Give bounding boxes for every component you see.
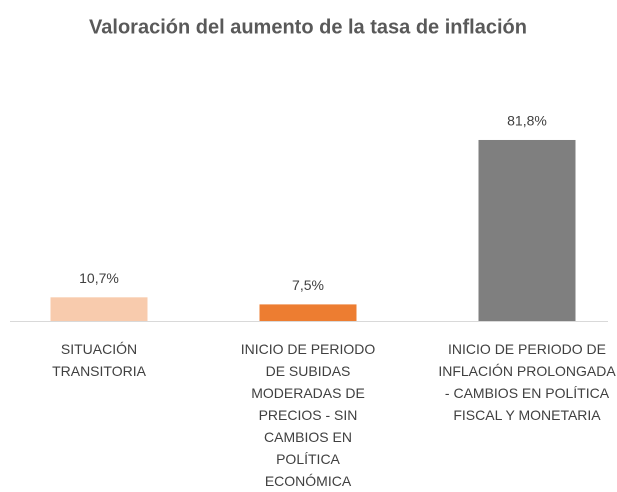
chart-title: Valoración del aumento de la tasa de inf…: [89, 16, 527, 38]
value-label: 10,7%: [79, 270, 119, 286]
bar: [478, 139, 576, 321]
bar: [50, 297, 148, 321]
bar: [259, 304, 357, 321]
x-tick-label: INICIO DE PERIODO DE SUBIDAS MODERADAS D…: [240, 341, 376, 489]
value-label: 81,8%: [507, 113, 547, 129]
x-tick-label: INICIO DE PERIODO DE INFLACIÓN PROLONGAD…: [438, 341, 616, 423]
x-tick-label: SITUACIÓN TRANSITORIA: [52, 341, 146, 379]
value-label: 7,5%: [292, 277, 324, 293]
